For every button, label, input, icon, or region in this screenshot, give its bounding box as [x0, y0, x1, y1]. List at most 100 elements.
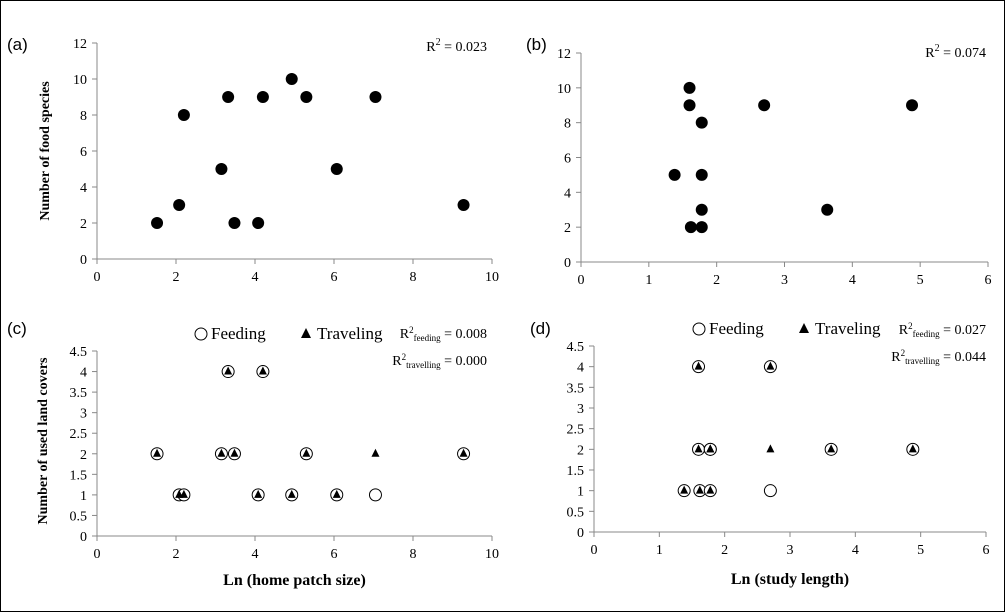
panel-d-traveling-point: [695, 485, 704, 494]
panel-d-x-tick-label: 4: [852, 543, 859, 558]
panel-a-data-point: [300, 91, 313, 103]
panel-c-traveling-point: [179, 489, 188, 498]
panel-d-legend-feeding-marker: [692, 322, 706, 336]
panel-d-x-tick-label: 3: [787, 543, 794, 558]
panel-c-y-tick-label: 4.5: [70, 345, 88, 360]
panel-b-data-point: [695, 168, 708, 181]
panel-d-y-tick-label: 0.5: [567, 505, 585, 520]
panel-d-traveling-point: [827, 444, 836, 453]
panel-c-traveling-point: [217, 448, 226, 457]
panel-a-data-point: [256, 91, 269, 103]
panel-c-legend-traveling-marker: [301, 328, 311, 338]
panel-d-legend-feeding-label: Feeding: [709, 319, 764, 338]
panel-c-x-tick-label: 2: [173, 547, 180, 562]
panel-a-x-tick-label: 0: [94, 270, 101, 285]
panel-c-traveling-point: [302, 448, 311, 457]
panel-b-x-tick-label: 5: [917, 273, 924, 288]
panel-d-traveling-point: [766, 361, 775, 370]
panel-a-data-point: [285, 73, 298, 85]
panel-a-y-axis-title: Number of food species: [38, 81, 53, 221]
panel-d-legend-traveling-label: Traveling: [815, 319, 881, 338]
panel-c-r2-annotation-feeding: R2feeding = 0.008: [400, 325, 487, 343]
panel-c-y-tick-label: 3: [80, 407, 87, 422]
panel-d-y-tick-label: 1: [577, 485, 584, 500]
panel-a-x-tick-label: 8: [410, 270, 417, 285]
panel-b-x-tick-label: 2: [713, 273, 720, 288]
panel-c-traveling-point: [258, 366, 267, 375]
panel-b-data-point: [668, 168, 681, 181]
panel-c-y-tick-label: 0.5: [70, 509, 88, 524]
panel-a-data-point: [222, 91, 235, 103]
panel-c-legend-traveling-label: Traveling: [317, 324, 383, 343]
panel-a-y-tick-label: 0: [80, 253, 87, 268]
panel-a-data-point: [457, 199, 470, 211]
panel-a-y-tick-label: 10: [73, 73, 87, 88]
panel-d-letter: (d): [530, 319, 551, 338]
panel-d-y-tick-label: 1.5: [567, 464, 585, 479]
panel-a-data-point: [173, 199, 186, 211]
panel-c-feeding-point: [368, 488, 382, 502]
panel-d-feeding-point: [763, 484, 777, 498]
panel-c-traveling-point: [153, 448, 162, 457]
panel-b-data-point: [821, 203, 834, 216]
panel-d-y-tick-label: 4: [577, 361, 584, 376]
panel-c-x-tick-label: 10: [485, 547, 499, 562]
panel-c-y-tick-label: 2: [80, 448, 87, 463]
panel-d-x-tick-label: 6: [983, 543, 990, 558]
panel-d-y-tick-label: 3: [577, 402, 584, 417]
panel-d-traveling-point: [694, 444, 703, 453]
panel-b-data-point: [683, 81, 696, 94]
panel-a-x-tick-label: 6: [331, 270, 338, 285]
panel-b-y-tick-label: 8: [564, 117, 571, 132]
panel-c-y-tick-label: 3.5: [70, 386, 88, 401]
panel-c-letter: (c): [7, 319, 27, 338]
panel-b-data-point: [695, 221, 708, 234]
panel-d-r2-annotation-feeding: R2feeding = 0.027: [899, 321, 986, 339]
panel-d-traveling-point: [766, 444, 775, 453]
panel-b-data-point: [758, 99, 771, 112]
panel-c-traveling-point: [371, 448, 380, 457]
panel-b-y-tick-label: 4: [564, 186, 571, 201]
panel-b-data-point: [906, 99, 919, 112]
panel-c-traveling-point: [230, 448, 239, 457]
panel-d-x-tick-label: 2: [721, 543, 728, 558]
panel-a-x-tick-label: 4: [252, 270, 259, 285]
panel-d-y-tick-label: 2: [577, 443, 584, 458]
panel-a-x-tick-label: 2: [173, 270, 180, 285]
panel-b-x-tick-label: 6: [985, 273, 992, 288]
panel-c-traveling-point: [459, 448, 468, 457]
panel-c-legend-feeding-marker: [194, 327, 208, 341]
panel-c-legend-feeding-label: Feeding: [211, 324, 266, 343]
panel-d-x-axis-title: Ln (study length): [731, 571, 849, 588]
panel-a-y-tick-label: 8: [80, 109, 87, 124]
panel-c-x-tick-label: 4: [252, 547, 259, 562]
panel-b-y-tick-label: 6: [564, 152, 571, 167]
panel-a-y-tick-label: 2: [80, 217, 87, 232]
panel-c-traveling-point: [254, 489, 263, 498]
panel-c-x-axis-title: Ln (home patch size): [223, 572, 366, 589]
panel-a-data-point: [177, 109, 190, 121]
panel-b-data-point: [684, 221, 697, 234]
panel-c-r2-annotation-travelling: R2travelling = 0.000: [392, 352, 487, 370]
panel-a-data-point: [330, 163, 343, 175]
panel-c-y-tick-label: 2.5: [70, 427, 88, 442]
panel-d-y-tick-label: 2.5: [567, 423, 585, 438]
panel-a-data-point: [215, 163, 228, 175]
panel-c-y-axis-title: Number of used land covers: [36, 357, 51, 525]
panel-b-data-point: [695, 116, 708, 129]
panel-d-y-tick-label: 0: [577, 526, 584, 541]
panel-b-y-tick-label: 12: [557, 47, 571, 62]
panel-b-letter: (b): [526, 35, 547, 54]
panel-b-x-tick-label: 1: [645, 273, 652, 288]
panel-b-x-tick-label: 4: [849, 273, 856, 288]
panel-c-x-tick-label: 6: [331, 547, 338, 562]
panel-c-y-tick-label: 1.5: [70, 468, 88, 483]
panel-d-x-tick-label: 1: [656, 543, 663, 558]
panel-d-x-tick-label: 0: [591, 543, 598, 558]
panel-d-legend-traveling-marker: [799, 323, 809, 333]
panel-b-data-point: [695, 203, 708, 216]
panel-c-traveling-point: [332, 489, 341, 498]
panel-c-x-tick-label: 0: [94, 547, 101, 562]
